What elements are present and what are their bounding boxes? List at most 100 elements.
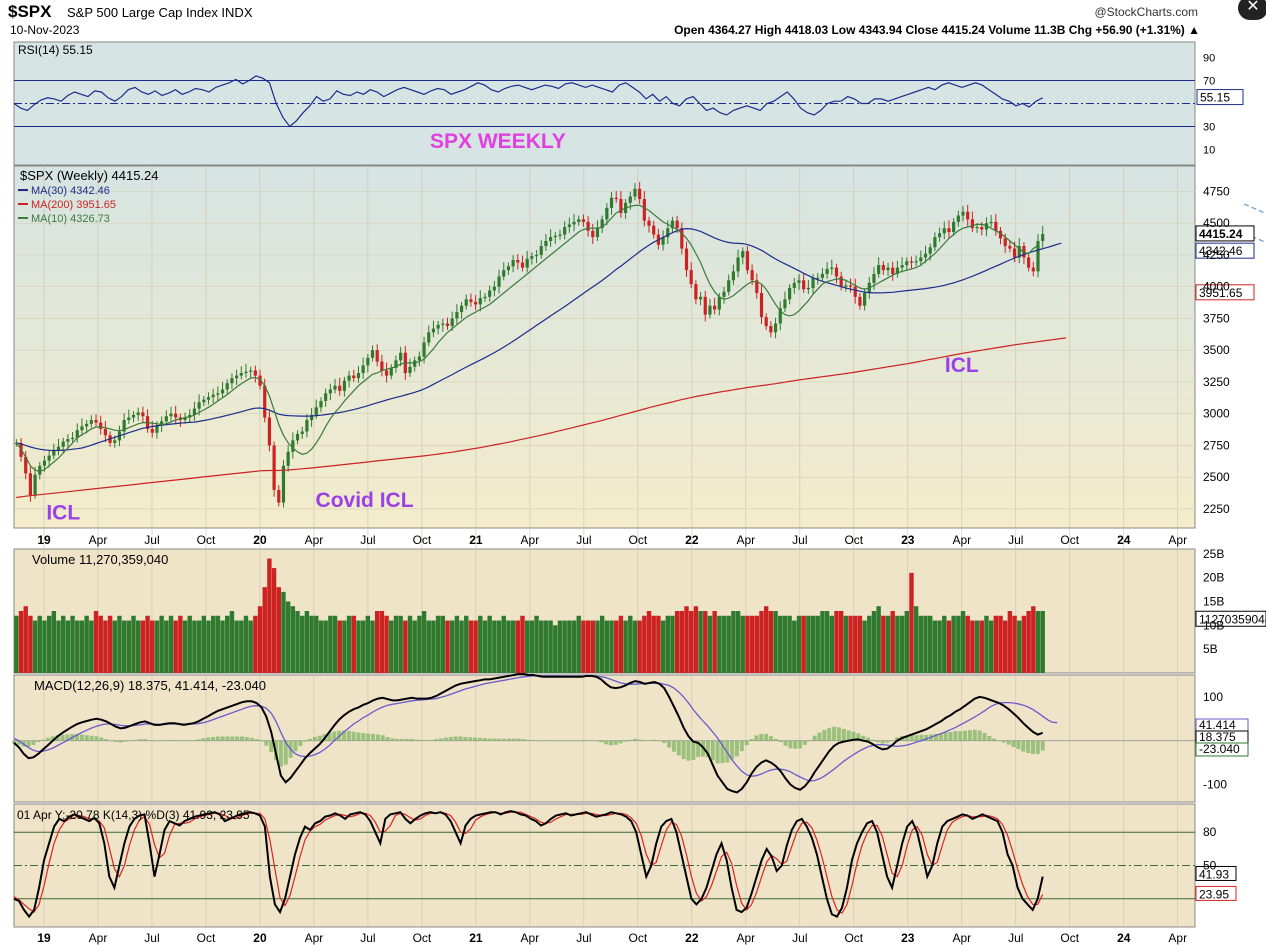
volume-bar	[707, 615, 713, 673]
price-y-tick: 3750	[1203, 311, 1230, 325]
volume-bar	[454, 615, 460, 673]
macd-histogram-bar	[230, 736, 235, 741]
macd-histogram-bar	[734, 740, 739, 757]
macd-histogram-bar	[351, 731, 356, 741]
macd-histogram-bar	[361, 733, 366, 741]
price-candle	[244, 371, 248, 374]
volume-bar	[881, 615, 886, 673]
macd-histogram-bar	[36, 740, 41, 743]
volume-bar	[689, 611, 694, 673]
volume-bar	[595, 620, 600, 673]
volume-y-tick: 15B	[1203, 594, 1224, 608]
volume-bar	[248, 620, 253, 673]
x-tick-label: Oct	[413, 533, 432, 547]
macd-line	[13, 673, 1044, 794]
symbol-name: S&P 500 Large Cap Index INDX	[67, 5, 253, 20]
price-candle	[295, 434, 300, 441]
price-candle	[1041, 233, 1045, 241]
price-candle	[1017, 246, 1021, 258]
price-candle	[558, 234, 562, 236]
chart-title: SPX WEEKLY	[430, 130, 566, 153]
macd-histogram-bar	[526, 739, 531, 741]
volume-bar	[285, 601, 291, 673]
macd-histogram-bar	[12, 740, 16, 744]
volume-bar	[923, 615, 928, 673]
x-tick-label: 22	[685, 533, 699, 547]
macd-histogram-bar	[356, 732, 361, 741]
macd-histogram-bar	[972, 729, 977, 741]
volume-bar	[103, 620, 108, 673]
price-y-tick: 2250	[1203, 502, 1230, 516]
macd-histogram-bar	[395, 738, 400, 741]
price-candle	[605, 207, 609, 220]
volume-bar	[46, 615, 52, 673]
price-candle	[520, 262, 525, 268]
x-tick-label: Jul	[576, 533, 591, 547]
volume-bar	[932, 620, 938, 673]
macd-histogram-bar	[832, 726, 837, 741]
volume-bar	[417, 615, 422, 673]
stoch-value-box	[1195, 885, 1237, 901]
macd-histogram-bar	[118, 740, 123, 743]
volume-bar	[281, 591, 286, 673]
x-tick-label: 23	[901, 533, 915, 547]
macd-histogram-bar	[147, 740, 152, 741]
volume-bar	[225, 615, 230, 673]
price-value-label: 4342.46	[1199, 244, 1243, 258]
volume-bar	[637, 620, 642, 673]
macd-histogram-bar	[633, 738, 638, 741]
macd-histogram-bar	[497, 738, 502, 741]
macd-histogram-bar	[99, 737, 104, 741]
macd-histogram-bar	[574, 740, 579, 742]
macd-histogram-bar	[235, 736, 240, 741]
volume-bar	[524, 620, 530, 673]
price-candle	[1003, 238, 1007, 247]
price-candle	[998, 230, 1003, 239]
macd-histogram-bar	[730, 740, 735, 760]
macd-histogram-bar	[647, 740, 652, 741]
x-tick-label: 20	[253, 533, 267, 547]
macd-histogram-bar	[1011, 740, 1016, 747]
macd-histogram-bar	[414, 739, 419, 741]
volume-bar	[51, 611, 57, 673]
volume-bar	[510, 620, 516, 673]
x-tick-label: 21	[469, 533, 483, 547]
volume-bar	[206, 620, 211, 673]
volume-bar	[393, 615, 399, 673]
price-candle	[591, 230, 595, 238]
price-candle	[258, 375, 262, 386]
volume-bar	[487, 615, 492, 673]
volume-bar	[1026, 611, 1031, 673]
volume-bar	[459, 620, 464, 673]
volume-bar	[656, 615, 661, 673]
price-candle	[670, 220, 675, 229]
price-candle	[122, 420, 126, 432]
macd-histogram-bar	[938, 733, 943, 741]
close-icon[interactable]: ✕	[1238, 0, 1266, 20]
macd-histogram-bar	[50, 736, 55, 741]
price-candle	[975, 226, 979, 229]
x-tick-label: Jul	[360, 533, 375, 547]
price-candle	[783, 299, 787, 309]
volume-bar	[389, 620, 394, 673]
macd-histogram-bar	[113, 740, 118, 743]
macd-histogram-bar	[138, 739, 143, 741]
volume-y-tick: 20B	[1203, 571, 1224, 585]
price-candle	[502, 270, 506, 277]
price-candle	[408, 366, 412, 374]
volume-bar	[928, 615, 933, 673]
macd-histogram-bar	[472, 737, 477, 741]
volume-bar	[375, 611, 380, 673]
volume-bar	[979, 620, 984, 673]
volume-bar	[14, 615, 19, 673]
stoch-value-label: 23.95	[1199, 887, 1229, 901]
macd-value-label: 18.375	[1199, 730, 1236, 744]
volume-bar	[998, 615, 1003, 673]
macd-histogram-bar	[778, 740, 783, 743]
macd-histogram-bar	[924, 734, 929, 741]
rsi-value-label: 55.15	[1200, 91, 1230, 105]
price-candle	[530, 256, 534, 259]
macd-histogram-bar	[1030, 740, 1035, 755]
volume-bar	[356, 620, 361, 673]
volume-bar	[717, 615, 722, 673]
